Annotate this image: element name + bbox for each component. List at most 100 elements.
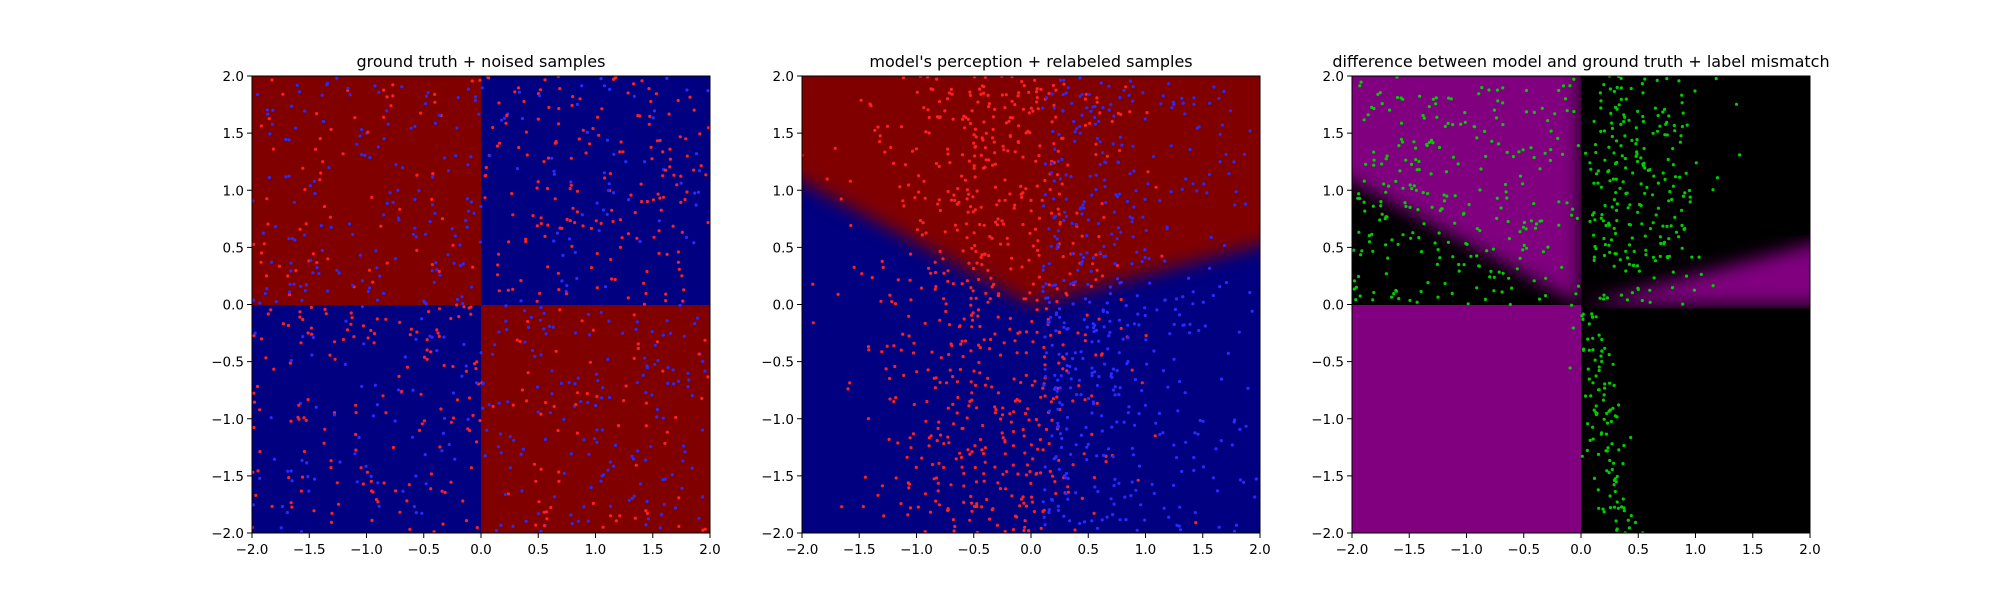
- data-point: [1431, 141, 1435, 145]
- data-point: [252, 298, 256, 302]
- data-point: [554, 349, 558, 353]
- data-point: [286, 323, 290, 328]
- data-point: [473, 362, 477, 366]
- data-point: [281, 92, 285, 96]
- data-point: [1665, 255, 1669, 259]
- data-point: [497, 101, 501, 105]
- data-point: [1680, 208, 1684, 212]
- data-point: [469, 466, 473, 470]
- data-point: [1623, 156, 1627, 161]
- data-point: [1157, 411, 1162, 415]
- data-point: [1510, 286, 1514, 290]
- data-point: [432, 280, 436, 284]
- data-point: [1622, 509, 1626, 513]
- data-point: [1033, 379, 1037, 383]
- data-point: [311, 252, 315, 256]
- data-point: [538, 318, 543, 322]
- data-point: [1487, 88, 1491, 92]
- data-point: [967, 261, 971, 265]
- x-tick-label: 1.0: [1135, 542, 1156, 558]
- data-point: [1020, 80, 1024, 84]
- data-point: [1044, 296, 1048, 300]
- data-point: [951, 117, 955, 121]
- data-point: [345, 328, 350, 332]
- data-point: [687, 378, 691, 382]
- data-point: [1681, 302, 1685, 306]
- data-point: [1115, 264, 1119, 268]
- y-tick-label: −0.5: [211, 355, 244, 371]
- data-point: [979, 92, 983, 96]
- data-point: [960, 117, 965, 121]
- data-point: [1060, 136, 1064, 140]
- data-point: [991, 127, 995, 132]
- data-point: [1602, 236, 1606, 241]
- x-tick-label: 1.5: [1742, 542, 1763, 558]
- data-point: [1051, 474, 1055, 478]
- data-point: [1136, 478, 1140, 482]
- data-point: [1098, 111, 1102, 115]
- data-point: [996, 391, 1001, 395]
- data-point: [1613, 414, 1617, 418]
- data-point: [493, 343, 497, 347]
- data-point: [1643, 191, 1647, 195]
- data-point: [1095, 454, 1099, 458]
- data-point: [1632, 249, 1636, 253]
- data-point: [962, 471, 966, 476]
- data-point: [1603, 386, 1607, 390]
- data-point: [1632, 263, 1636, 267]
- data-point: [1687, 188, 1692, 193]
- data-point: [1453, 194, 1457, 198]
- data-point: [612, 464, 616, 468]
- data-point: [1071, 302, 1075, 306]
- data-point: [1041, 448, 1045, 452]
- data-point: [975, 530, 979, 533]
- data-point: [1064, 215, 1069, 219]
- data-point: [601, 208, 606, 212]
- data-point: [1039, 526, 1043, 530]
- data-point: [614, 76, 618, 79]
- data-point: [928, 510, 933, 514]
- data-point: [661, 369, 665, 373]
- data-point: [1130, 262, 1134, 266]
- data-point: [409, 126, 413, 130]
- data-point: [1004, 93, 1008, 97]
- data-point: [1475, 286, 1479, 290]
- data-point: [1062, 278, 1066, 282]
- data-point: [1643, 234, 1647, 238]
- data-point: [680, 274, 684, 278]
- data-point: [1612, 89, 1616, 94]
- data-point: [1158, 432, 1162, 436]
- data-point: [1715, 176, 1719, 180]
- data-point: [1010, 99, 1014, 103]
- data-point: [1563, 97, 1568, 101]
- data-point: [953, 198, 957, 202]
- data-point: [1611, 406, 1615, 410]
- data-point: [397, 374, 401, 378]
- data-point: [496, 263, 500, 267]
- data-point: [888, 293, 892, 297]
- data-point: [454, 154, 458, 158]
- data-point: [1079, 262, 1083, 266]
- data-point: [299, 284, 303, 288]
- data-point: [1047, 510, 1051, 515]
- data-point: [1614, 191, 1618, 195]
- y-tick-label: 0.5: [223, 240, 244, 256]
- x-tick-label: −2.0: [236, 542, 269, 558]
- y-tick-label: 1.0: [223, 183, 244, 199]
- data-point: [1661, 171, 1665, 175]
- data-point: [1648, 288, 1652, 292]
- data-point: [367, 286, 371, 290]
- data-point: [1011, 463, 1015, 467]
- data-point: [1411, 231, 1415, 235]
- data-point: [972, 166, 976, 170]
- data-point: [993, 151, 997, 155]
- data-point: [1380, 212, 1384, 216]
- data-point: [536, 512, 541, 516]
- x-tick-label: 1.0: [1685, 542, 1706, 558]
- data-point: [505, 113, 509, 118]
- data-point: [1051, 83, 1055, 87]
- data-point: [1734, 102, 1739, 106]
- data-point: [1102, 325, 1106, 329]
- data-point: [1107, 334, 1111, 338]
- data-point: [640, 200, 644, 204]
